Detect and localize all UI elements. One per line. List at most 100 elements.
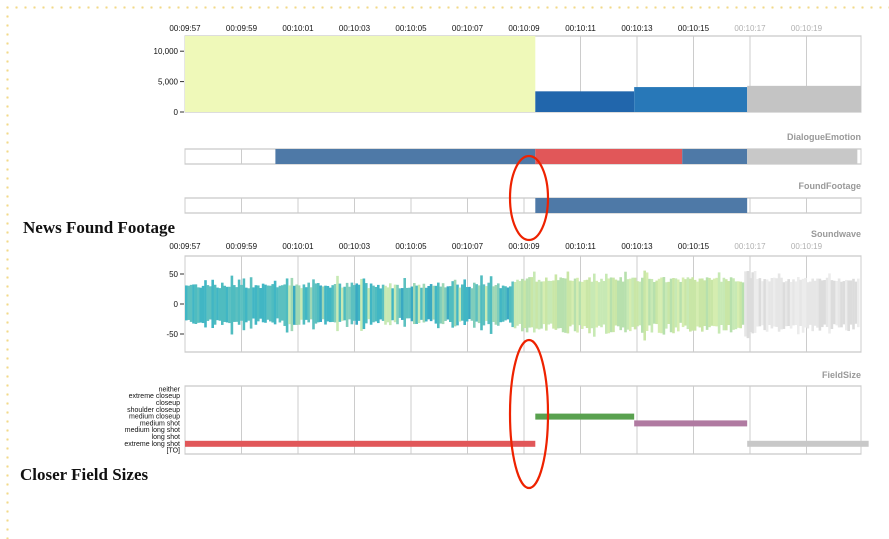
soundwave-bar xyxy=(249,277,253,329)
field-size-category-label: [TO] xyxy=(167,448,181,455)
soundwave-bar xyxy=(367,288,370,320)
soundwave-bar xyxy=(569,280,572,327)
soundwave-bar xyxy=(261,283,265,323)
soundwave-bar xyxy=(185,285,188,321)
soundwave-y-tick: 0 xyxy=(174,300,179,309)
top-time-axis-tick-label: 00:10:15 xyxy=(678,24,710,33)
soundwave-bar xyxy=(300,288,303,320)
field-size-category-label: medium closeup xyxy=(129,414,180,421)
soundwave-bar xyxy=(636,281,639,327)
soundwave-bar xyxy=(782,282,786,329)
soundwave-bar xyxy=(677,279,680,332)
middle-time-axis-tick-label: 00:09:59 xyxy=(226,242,258,251)
soundwave-bar xyxy=(336,275,339,332)
middle-time-axis-tick-label: 00:10:15 xyxy=(678,242,710,251)
soundwave-bar xyxy=(525,278,529,333)
soundwave-bar xyxy=(317,283,320,323)
soundwave-bar xyxy=(285,278,289,333)
soundwave-bar xyxy=(288,285,291,325)
field-size-category-label: closeup xyxy=(156,400,180,407)
soundwave-bar xyxy=(348,286,351,320)
soundwave-bar xyxy=(439,286,442,324)
soundwave-bar xyxy=(501,285,505,322)
top-time-axis-tick-label: 00:10:03 xyxy=(339,24,371,33)
soundwave-bar xyxy=(715,277,718,327)
soundwave-bar xyxy=(537,279,541,330)
soundwave-bar xyxy=(624,271,627,333)
soundwave-bar xyxy=(254,285,258,325)
soundwave-bar xyxy=(221,282,224,325)
soundwave-bar xyxy=(691,277,694,331)
soundwave-bar xyxy=(374,286,378,322)
soundwave-bar xyxy=(689,278,692,332)
soundwave-bar xyxy=(751,272,754,334)
soundwave-bar xyxy=(314,283,318,324)
soundwave-bar xyxy=(645,272,649,331)
top-time-axis-tick-label: 00:10:09 xyxy=(508,24,540,33)
soundwave-bar xyxy=(763,279,766,331)
soundwave-bar xyxy=(420,287,423,320)
soundwave-bar xyxy=(648,278,651,326)
soundwave-bar xyxy=(722,277,726,331)
soundwave-bar xyxy=(657,278,661,333)
soundwave-bar xyxy=(266,285,270,320)
soundwave-bar xyxy=(660,277,663,334)
soundwave-bar xyxy=(355,283,358,325)
soundwave-bar xyxy=(573,278,577,332)
top-chart-bar xyxy=(747,85,861,112)
soundwave-bar xyxy=(770,277,774,329)
soundwave-bar xyxy=(633,277,637,330)
soundwave-bar xyxy=(321,286,325,320)
soundwave-bar xyxy=(523,280,526,329)
soundwave-bar xyxy=(554,274,558,330)
soundwave-bar xyxy=(199,287,202,323)
soundwave-bar xyxy=(811,278,814,332)
soundwave-bar xyxy=(518,281,522,324)
soundwave-bar xyxy=(854,281,858,324)
soundwave-bar xyxy=(835,280,838,326)
soundwave-bar xyxy=(576,277,579,333)
soundwave-bar xyxy=(449,286,452,322)
dialogue-emotion-segment xyxy=(747,149,858,164)
soundwave-bar xyxy=(482,284,486,326)
soundwave-bar xyxy=(206,285,210,321)
soundwave-bar xyxy=(768,281,771,325)
soundwave-bar xyxy=(578,281,582,326)
soundwave-bar xyxy=(283,284,286,326)
top-time-axis-tick-label: 00:09:57 xyxy=(169,24,201,33)
soundwave-bar xyxy=(245,287,248,323)
soundwave-bar xyxy=(672,278,675,334)
dialogue-emotion-segment xyxy=(535,149,683,164)
soundwave-bar xyxy=(849,280,853,325)
soundwave-bar xyxy=(727,281,730,326)
soundwave-bar xyxy=(264,284,267,323)
soundwave-bar xyxy=(597,282,601,326)
soundwave-bar xyxy=(787,279,790,326)
soundwave-bar xyxy=(830,280,834,329)
soundwave-bar xyxy=(593,273,596,337)
caption-news-found-footage: News Found Footage xyxy=(23,218,176,237)
middle-time-axis-tick-label: 00:10:05 xyxy=(395,242,427,251)
top-time-axis-tick-label: 00:09:59 xyxy=(226,24,258,33)
soundwave-bar xyxy=(278,285,282,323)
soundwave-bar xyxy=(585,279,589,329)
soundwave-bar xyxy=(492,286,495,322)
soundwave-bar xyxy=(365,283,368,324)
soundwave-bar xyxy=(797,277,800,335)
soundwave-bar xyxy=(372,285,375,323)
soundwave-bar xyxy=(753,271,757,333)
soundwave-bar xyxy=(451,281,454,328)
soundwave-bar xyxy=(297,285,301,325)
soundwave-bar xyxy=(516,279,519,326)
soundwave-bar xyxy=(629,278,632,332)
soundwave-bar xyxy=(821,280,824,328)
soundwave-bar xyxy=(681,277,685,328)
soundwave-bar xyxy=(804,277,807,328)
soundwave-bar xyxy=(305,287,308,320)
soundwave-bar xyxy=(487,282,490,325)
soundwave-bar xyxy=(437,282,440,329)
soundwave-bar xyxy=(590,281,594,329)
soundwave-bar xyxy=(749,278,752,332)
highlight-ellipse-found-footage xyxy=(508,154,550,242)
soundwave-bar xyxy=(847,280,850,332)
